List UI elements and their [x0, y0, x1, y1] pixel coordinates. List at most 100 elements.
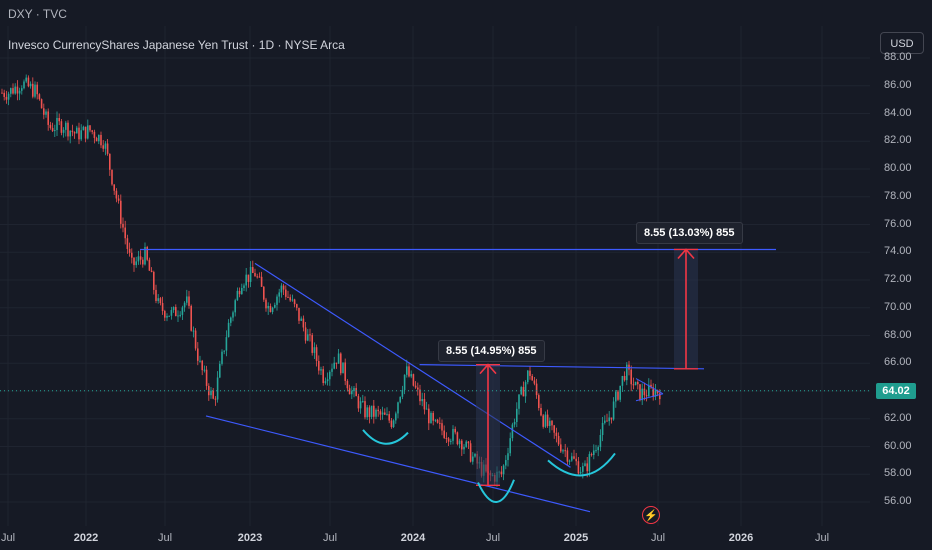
candle-body	[135, 261, 137, 266]
candle-body	[549, 420, 551, 427]
candle-body	[533, 380, 536, 384]
candle-body	[109, 153, 111, 170]
candle-body	[615, 391, 617, 402]
candle-body	[91, 130, 93, 132]
candle-body	[304, 327, 307, 341]
candle-body	[560, 444, 562, 452]
candle-body	[164, 310, 166, 318]
candle-body	[326, 379, 329, 382]
candle-body	[522, 387, 525, 397]
candle-body	[573, 456, 575, 459]
candle-body	[181, 307, 184, 315]
candle-body	[564, 450, 566, 452]
candle-body	[84, 126, 87, 139]
candle-body	[34, 84, 36, 97]
candle-body	[106, 143, 109, 154]
price-tick-label: 82.00	[884, 134, 912, 147]
candle-body	[366, 407, 368, 418]
candle-body	[390, 420, 393, 427]
candle-body	[406, 366, 408, 375]
candle-body	[538, 395, 540, 409]
candle-body	[100, 134, 102, 146]
candle-body	[21, 88, 23, 91]
last-price-badge: 64.02	[876, 382, 916, 399]
candle-body	[452, 428, 454, 441]
candle-body	[500, 471, 503, 475]
candle-body	[271, 307, 274, 312]
candle-body	[199, 360, 201, 362]
candle-body	[659, 393, 661, 400]
candle-body	[606, 420, 608, 422]
candle-body	[29, 83, 32, 87]
candle-body	[243, 285, 245, 288]
symbol-source[interactable]: DXY · TVC	[8, 7, 67, 21]
price-tick-label: 60.00	[884, 439, 912, 452]
candle-body	[230, 317, 232, 323]
candle-body	[296, 304, 298, 308]
candle-body	[104, 143, 107, 149]
candle-body	[14, 86, 16, 94]
candle-body	[210, 390, 212, 396]
candle-body	[58, 117, 60, 122]
candle-body	[93, 131, 96, 138]
candle-body	[584, 463, 586, 467]
candle-body	[287, 296, 289, 298]
candle-body	[577, 461, 580, 474]
candle-body	[5, 96, 8, 100]
candle-body	[628, 364, 630, 370]
candle-body	[421, 399, 423, 402]
candle-body	[458, 440, 461, 445]
currency-button[interactable]: USD	[880, 32, 924, 54]
measure-label-2[interactable]: 8.55 (13.03%) 855	[636, 222, 743, 244]
candle-body	[595, 450, 597, 452]
candle-body	[313, 347, 316, 353]
candle-body	[419, 389, 421, 402]
candle-body	[205, 369, 208, 386]
price-tick-label: 70.00	[884, 300, 912, 313]
candle-body	[436, 419, 439, 423]
cup-arc-3	[547, 452, 616, 477]
cup-arc-1	[362, 429, 409, 445]
candle-body	[223, 350, 225, 352]
candle-body	[417, 387, 419, 390]
candle-body	[634, 381, 637, 386]
candle-body	[227, 322, 230, 338]
candle-body	[401, 389, 404, 397]
candle-body	[513, 422, 516, 425]
candle-body	[73, 132, 76, 134]
candle-body	[344, 362, 346, 381]
candle-body	[47, 111, 49, 125]
candle-body	[315, 347, 318, 361]
candle-body	[256, 276, 258, 278]
candle-body	[568, 460, 571, 462]
neckline	[419, 364, 705, 370]
candle-body	[637, 381, 639, 385]
candle-body	[423, 399, 426, 410]
candle-body	[60, 121, 63, 133]
candle-body	[263, 286, 265, 300]
candle-body	[67, 122, 69, 137]
flash-icon[interactable]: ⚡	[642, 506, 660, 524]
legend-title[interactable]: Invesco CurrencyShares Japanese Yen Trus…	[8, 38, 345, 52]
candle-body	[45, 111, 47, 115]
candle-body	[359, 401, 362, 409]
chart-area[interactable]	[0, 26, 870, 526]
candle-body	[133, 257, 135, 266]
candle-body	[36, 84, 38, 95]
candle-body	[260, 276, 263, 287]
candle-body	[384, 412, 386, 415]
candle-body	[362, 401, 364, 403]
candle-body	[355, 388, 357, 397]
candle-body	[397, 402, 399, 414]
price-chart[interactable]	[0, 26, 870, 526]
candle-body	[540, 408, 542, 416]
candle-body	[612, 401, 615, 420]
candle-body	[212, 390, 214, 399]
candle-body	[274, 304, 276, 308]
candle-body	[124, 227, 126, 239]
candle-body	[571, 456, 573, 461]
time-tick-label: Jul	[0, 532, 16, 544]
candle-body	[113, 184, 115, 191]
candle-body	[623, 376, 626, 381]
measure-label-1[interactable]: 8.55 (14.95%) 855	[438, 340, 545, 362]
